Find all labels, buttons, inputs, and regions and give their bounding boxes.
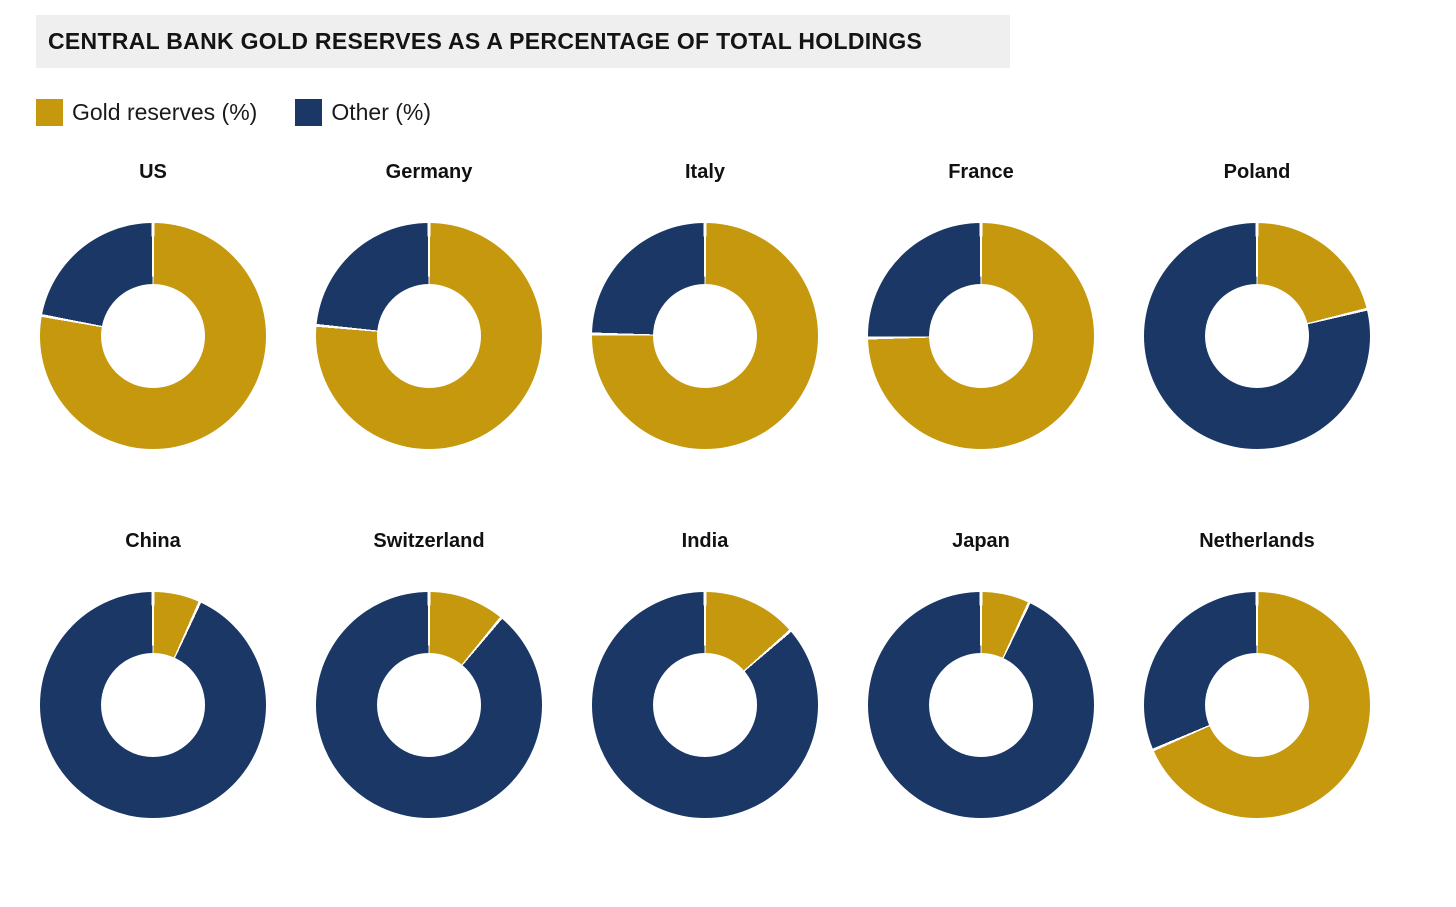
gold-reserves-swatch-icon [36,99,63,126]
other-swatch-icon [295,99,323,126]
donut-row-2: China Switzerland India Japan Netherlands [0,529,1456,818]
donut-hole-italy [653,284,757,388]
donut-chart-china [40,592,266,818]
country-label-us: US [139,161,167,183]
donut-chart-switzerland [316,592,542,818]
donut-hole-germany [377,284,481,388]
donut-hole-india [653,653,757,757]
country-label-switzerland: Switzerland [373,530,485,552]
legend-item-other: Other (%) [295,99,431,126]
donut-chart-netherlands [1144,592,1370,818]
donut-chart-italy [592,223,818,449]
donut-chart-japan [868,592,1094,818]
chart-legend: Gold reserves (%) Other (%) [36,99,1456,126]
chart-title: CENTRAL BANK GOLD RESERVES AS A PERCENTA… [48,28,923,54]
donut-cell-france: France [868,160,1094,449]
donut-cell-switzerland: Switzerland [316,529,542,818]
donut-hole-japan [929,653,1033,757]
donut-hole-switzerland [377,653,481,757]
donut-chart-germany [316,223,542,449]
donut-hole-china [101,653,205,757]
donut-cell-germany: Germany [316,160,542,449]
donut-row-1: US Germany Italy France Poland [0,160,1456,449]
donut-chart-us [40,223,266,449]
donut-cell-poland: Poland [1144,160,1370,449]
donut-cell-japan: Japan [868,529,1094,818]
country-label-france: France [948,161,1014,183]
donut-cell-italy: Italy [592,160,818,449]
country-label-netherlands: Netherlands [1199,530,1315,552]
country-label-germany: Germany [385,161,473,183]
country-label-india: India [681,530,729,552]
donut-chart-france [868,223,1094,449]
donut-cell-us: US [40,160,266,449]
donut-cell-netherlands: Netherlands [1144,529,1370,818]
country-label-japan: Japan [952,530,1010,552]
country-label-italy: Italy [684,161,726,183]
donut-hole-poland [1205,284,1309,388]
donut-chart-india [592,592,818,818]
legend-label-gold-reserves: Gold reserves (%) [72,99,258,125]
country-label-china: China [125,530,181,552]
donut-hole-france [929,284,1033,388]
donut-cell-india: India [592,529,818,818]
country-label-poland: Poland [1223,161,1291,183]
legend-label-other: Other (%) [331,99,432,125]
donut-hole-us [101,284,205,388]
legend-item-gold-reserves: Gold reserves (%) [36,99,257,126]
donut-chart-poland [1144,223,1370,449]
donut-cell-china: China [40,529,266,818]
chart-title-bar: CENTRAL BANK GOLD RESERVES AS A PERCENTA… [36,15,1010,68]
donut-hole-netherlands [1205,653,1309,757]
